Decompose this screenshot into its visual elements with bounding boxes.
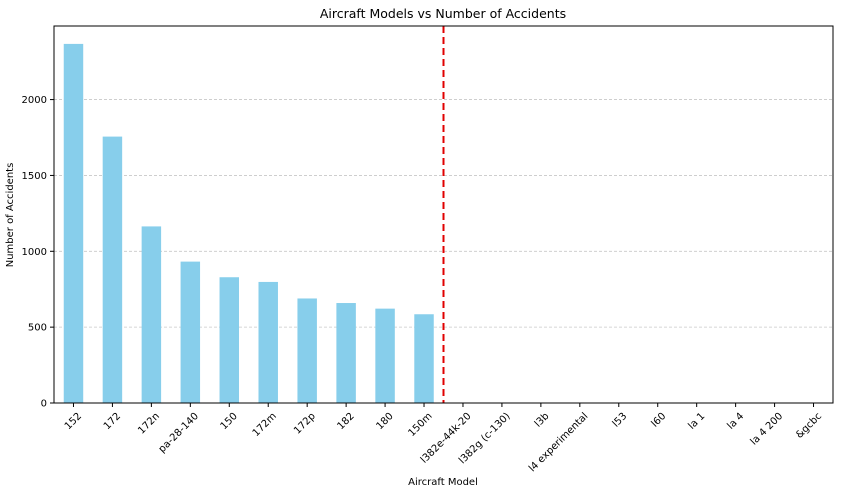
y-tick-label: 2000 xyxy=(22,95,47,106)
x-axis-label: Aircraft Model xyxy=(408,477,478,488)
plot-frame xyxy=(53,25,834,404)
bar xyxy=(375,308,395,403)
bar xyxy=(258,281,278,403)
bar xyxy=(336,303,356,403)
y-axis-label: Number of Accidents xyxy=(5,163,16,268)
bars xyxy=(63,43,824,404)
chart-title: Aircraft Models vs Number of Accidents xyxy=(320,6,566,21)
bar xyxy=(219,277,240,403)
y-tick-label: 1000 xyxy=(22,247,47,258)
bar xyxy=(141,226,162,403)
y-tick-label: 500 xyxy=(28,323,47,334)
bar xyxy=(414,314,434,403)
y-tick-label: 0 xyxy=(41,399,47,410)
bar xyxy=(297,298,317,403)
y-tick-label: 1500 xyxy=(22,171,47,182)
bar xyxy=(63,43,84,404)
bar xyxy=(102,136,123,403)
bar xyxy=(180,261,201,403)
y-axis-ticks: 0 500 1000 1500 2000 xyxy=(22,95,54,410)
